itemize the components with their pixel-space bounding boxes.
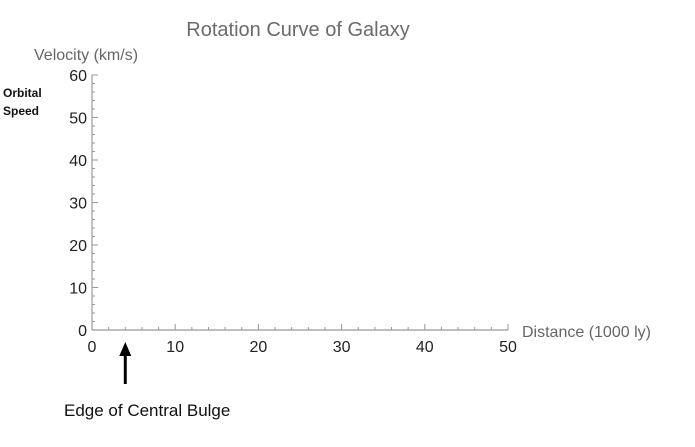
- bulge-arrow: [119, 342, 132, 384]
- orbital-speed-label-line1: Orbital: [3, 86, 42, 100]
- y-axis-ticks: 0 10 20 30 40 50 60: [69, 68, 98, 340]
- y-tick-label: 10: [69, 281, 87, 298]
- y-tick-label: 30: [69, 196, 87, 213]
- orbital-speed-label: Orbital Speed: [3, 84, 63, 120]
- x-axis-ticks: 0 10 20 30 40 50: [88, 324, 517, 356]
- orbital-speed-label-line2: Speed: [3, 104, 40, 118]
- chart-title: Rotation Curve of Galaxy: [186, 19, 409, 41]
- x-axis-label: Distance (1000 ly): [522, 324, 651, 341]
- y-axis-label: Velocity (km/s): [34, 47, 138, 64]
- y-tick-label: 60: [69, 68, 87, 85]
- x-tick-label: 40: [416, 339, 434, 356]
- x-tick-label: 30: [333, 339, 351, 356]
- axes: [91, 75, 508, 331]
- y-tick-label: 0: [78, 323, 87, 340]
- x-tick-label: 0: [88, 339, 97, 356]
- x-tick-label: 50: [499, 339, 517, 356]
- y-tick-label: 50: [69, 111, 87, 128]
- x-tick-label: 10: [166, 339, 184, 356]
- central-bulge-caption: Edge of Central Bulge: [64, 401, 231, 420]
- x-tick-label: 20: [250, 339, 268, 356]
- bulge-arrow-head: [119, 342, 132, 356]
- y-tick-label: 20: [69, 238, 87, 255]
- y-tick-label: 40: [69, 153, 87, 170]
